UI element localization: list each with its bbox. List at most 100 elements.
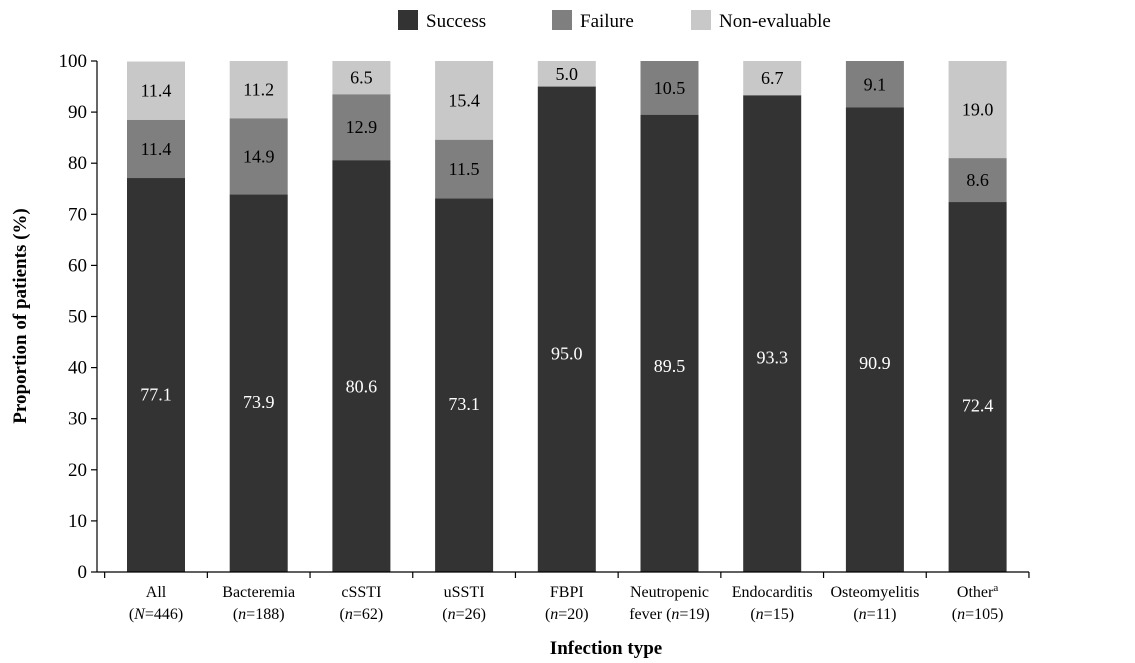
data-label: 11.4 (141, 81, 172, 101)
y-tick-label: 90 (68, 102, 87, 123)
y-tick-label: 60 (68, 255, 87, 276)
sample-size-value: =446) (145, 606, 183, 623)
y-tick-label: 0 (78, 562, 88, 583)
data-label: 11.5 (449, 159, 480, 179)
legend-label: Success (426, 11, 486, 32)
x-axis-title: Infection type (550, 638, 662, 659)
bar-non-evaluable (948, 61, 1007, 159)
data-label: 14.9 (243, 146, 275, 166)
x-tick-label: Osteomyelitis (830, 584, 919, 601)
category-name: Osteomyelitis (830, 584, 919, 601)
data-label: 5.0 (556, 64, 579, 84)
x-tick-label: FBPI (550, 584, 584, 601)
sample-size-prefix: fever ( (629, 606, 671, 623)
data-label: 11.4 (141, 139, 172, 159)
data-label: 12.9 (346, 117, 378, 137)
data-label: 15.4 (448, 90, 480, 110)
bar-non-evaluable (435, 61, 494, 140)
sample-size-symbol: N (133, 606, 146, 623)
sample-size-value: =15) (764, 606, 794, 623)
bar-success (127, 178, 185, 573)
sample-size-prefix: ( (952, 606, 957, 623)
bar-failure (435, 139, 494, 199)
data-label: 89.5 (654, 356, 686, 376)
category-name: All (146, 584, 167, 601)
x-tick-sample-size: (N=446) (129, 606, 183, 623)
sample-size-value: =20) (558, 606, 588, 623)
data-label: 6.5 (350, 68, 373, 88)
bar-non-evaluable (127, 61, 185, 120)
bar-failure (948, 158, 1007, 203)
legend-swatch (691, 10, 711, 30)
sample-size-prefix: ( (853, 606, 858, 623)
x-tick-sample-size: (n=20) (545, 606, 589, 623)
bar-success (845, 107, 904, 572)
x-tick-sample-size: (n=62) (340, 606, 384, 623)
sample-size-prefix: ( (129, 606, 134, 623)
y-tick-label: 80 (68, 153, 87, 174)
data-label: 10.5 (654, 78, 686, 98)
bar-success (948, 202, 1007, 572)
y-tick-label: 70 (68, 204, 87, 225)
legend-swatch (552, 10, 572, 30)
data-label: 6.7 (761, 68, 784, 88)
bar-non-evaluable (537, 61, 596, 87)
data-label: 72.4 (962, 396, 994, 416)
category-name: Bacteremia (222, 584, 295, 601)
category-name: Endocarditis (732, 584, 813, 601)
sample-size-prefix: ( (442, 606, 447, 623)
legend-label: Non-evaluable (719, 11, 831, 32)
sample-size-prefix: ( (233, 606, 238, 623)
x-tick-sample-size: (n=188) (233, 606, 285, 623)
x-tick-sample-size: (n=105) (952, 606, 1004, 623)
sample-size-value: =188) (246, 606, 284, 623)
sample-size-value: =19) (679, 606, 709, 623)
data-label: 11.2 (243, 80, 274, 100)
x-tick-label: cSSTI (341, 584, 381, 601)
y-tick-label: 50 (68, 307, 87, 328)
bar-failure (127, 119, 185, 179)
bar-failure (332, 94, 391, 161)
x-tick-label: uSSTI (444, 584, 485, 601)
x-tick-label: Endocarditis (732, 584, 813, 601)
bar-success (435, 198, 494, 573)
legend-label: Failure (580, 11, 634, 32)
bar-success (537, 86, 596, 573)
sample-size-value: =62) (353, 606, 383, 623)
sample-size-symbol: n (859, 606, 867, 623)
sample-size-prefix: ( (750, 606, 755, 623)
sample-size-symbol: n (238, 606, 246, 623)
bar-success (743, 95, 802, 572)
sample-size-value: =105) (965, 606, 1003, 623)
x-tick-label: All (146, 584, 167, 601)
bar-success (332, 160, 391, 572)
data-label: 77.1 (140, 385, 172, 405)
x-tick-label: Othera (957, 582, 998, 601)
data-label: 8.6 (966, 170, 989, 190)
category-name: uSSTI (444, 584, 485, 601)
data-label: 73.9 (243, 392, 275, 412)
category-name: cSSTI (341, 584, 381, 601)
sample-size-symbol: n (671, 606, 679, 623)
bar-failure (845, 61, 904, 108)
data-label: 19.0 (962, 100, 994, 120)
x-axis: All(N=446)Bacteremia(n=188)cSSTI(n=62)uS… (97, 571, 1030, 623)
sample-size-symbol: n (756, 606, 764, 623)
data-label: 90.9 (859, 353, 891, 373)
category-name: Other (957, 584, 994, 601)
bar-failure (229, 118, 288, 195)
x-tick-sample-size: fever (n=19) (629, 606, 710, 623)
data-label: 73.1 (448, 394, 480, 414)
sample-size-symbol: n (345, 606, 353, 623)
category-footnote: a (993, 582, 998, 594)
x-tick-label: Bacteremia (222, 584, 295, 601)
data-label: 95.0 (551, 344, 583, 364)
bar-non-evaluable (332, 61, 391, 95)
sample-size-symbol: n (550, 606, 558, 623)
sample-size-prefix: ( (340, 606, 345, 623)
sample-size-value: =26) (456, 606, 486, 623)
bar-success (229, 194, 288, 572)
bar-non-evaluable (229, 61, 288, 119)
sample-size-value: =11) (867, 606, 897, 623)
